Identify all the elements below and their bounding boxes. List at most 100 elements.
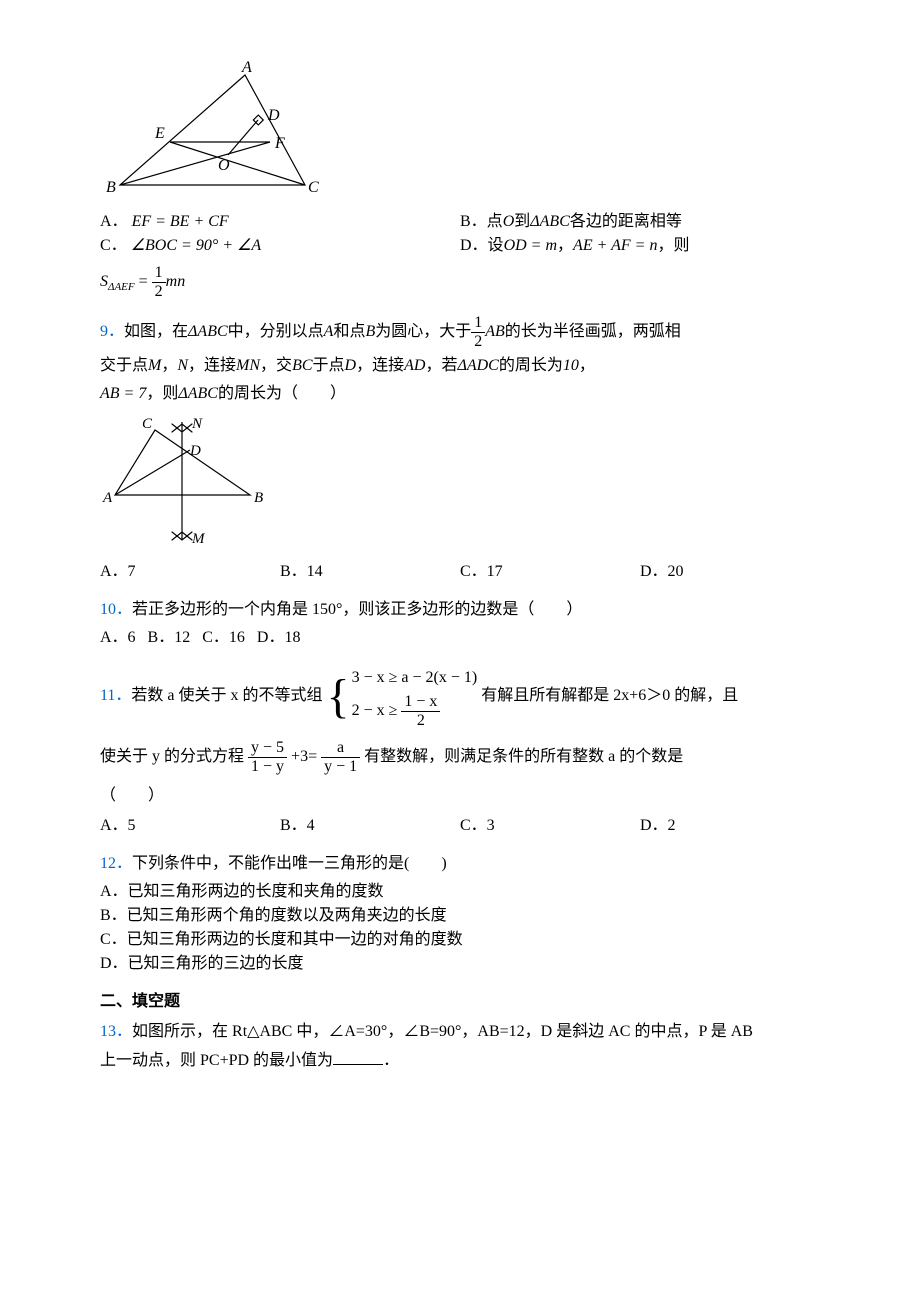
q9-ADC: ΔADC (457, 357, 498, 374)
q9-ABC: ΔABC (178, 385, 218, 402)
q9-fig-M: M (191, 531, 206, 547)
q11-bl2-frac: 1 − x2 (401, 693, 440, 729)
q8-optD-m1: OD = m (504, 237, 557, 254)
q9-s3a: ，则 (146, 385, 178, 402)
q11-stem-line2: 使关于 y 的分式方程 y − 51 − y +3= ay − 1 有整数解，则… (100, 739, 820, 775)
q9-fig-N: N (191, 416, 203, 432)
q13-blank (333, 1048, 383, 1065)
q9-s2b: ，连接 (188, 357, 236, 374)
q11-sb: 有解且所有解都是 2x+6＞0 的解，且 (481, 688, 738, 705)
q9-s2d: 于点 (313, 357, 345, 374)
q9-AD: AD (404, 357, 425, 374)
q13-s1a: 如图所示，在 Rt△ABC 中，∠A=30°，∠B=90°，AB=12，D 是斜… (132, 1023, 753, 1040)
q9-optB: B．14 (280, 560, 460, 584)
q8-optB-mid: 到 (514, 213, 530, 230)
q9-N: N (177, 357, 188, 374)
q10-block: 10．若正多边形的一个内角是 150°，则该正多边形的边数是（ ） A．6 B．… (100, 598, 820, 650)
q11-f1: y − 51 − y (248, 739, 287, 775)
q8-optC: C． ∠BOC = 90° + ∠A (100, 234, 460, 258)
q8-optA-math: EF = BE + CF (132, 213, 229, 230)
q9-optC: C．17 (460, 560, 640, 584)
q9-frac: 12 (471, 314, 485, 350)
q11-optD: D．2 (640, 814, 820, 838)
q12-num: 12． (100, 855, 132, 872)
q12-stem-text: 下列条件中，不能作出唯一三角形的是( ) (132, 855, 447, 872)
q9-D: D (345, 357, 357, 374)
q8-block: A B C D E F O A． EF = BE + CF B．点O到ΔABC各… (100, 60, 820, 300)
q8-optA: A． EF = BE + CF (100, 210, 460, 234)
q8-optB: B．点O到ΔABC各边的距离相等 (460, 210, 820, 234)
q12-optC: C．已知三角形两边的长度和其中一边的对角的度数 (100, 928, 820, 952)
q11-optC: C．3 (460, 814, 640, 838)
q9-s3b: 的周长为（ ） (218, 385, 346, 402)
q9-figure: A B C D N M (100, 410, 270, 550)
q9-s1b: 中，分别以点 (228, 323, 324, 340)
q9-M: M (148, 357, 161, 374)
q12-optB: B．已知三角形两个角的度数以及两角夹边的长度 (100, 904, 820, 928)
q11-s2a: 使关于 y 的分式方程 (100, 748, 244, 765)
q8-figure: A B C D E F O (100, 60, 330, 200)
q9-B: B (365, 323, 375, 340)
q13-s1c: ． (383, 1052, 399, 1069)
q11-bl2l: 2 − x ≥ (352, 702, 402, 719)
q9-options: A．7 B．14 C．17 D．20 (100, 560, 820, 584)
q9-AB: AB (485, 323, 505, 340)
q10-opts: A．6 B．12 C．16 D．18 (100, 626, 820, 650)
q9-frac-den: 2 (471, 333, 485, 351)
q12-stem: 12．下列条件中，不能作出唯一三角形的是( ) (100, 852, 820, 876)
q11-bl2-den: 2 (401, 712, 440, 730)
q8-optB-pre: B．点 (460, 213, 503, 230)
q12-optD: D．已知三角形的三边的长度 (100, 952, 820, 976)
q9-ABeq: AB = 7 (100, 385, 146, 402)
q9-stem-line1: 9．如图，在ΔABC中，分别以点A和点B为圆心，大于12AB的长为半径画弧，两弧… (100, 314, 820, 350)
q13-s1b: 上一动点，则 PC+PD 的最小值为 (100, 1052, 333, 1069)
q8-label-C: C (308, 179, 319, 196)
q9-s1a: 如图，在 (124, 323, 188, 340)
q8-optD-post: ，则 (657, 237, 689, 254)
q9-s2c: ，交 (260, 357, 292, 374)
q9-A: A (324, 323, 334, 340)
q11-plus3: +3= (287, 748, 321, 765)
q11-s2b: 有整数解，则满足条件的所有整数 a 的个数是 (364, 748, 683, 765)
q13-stem-line2: 上一动点，则 PC+PD 的最小值为 ． (100, 1048, 820, 1073)
q9-stem-line2: 交于点M，N，连接MN，交BC于点D，连接AD，若ΔADC的周长为10， (100, 354, 820, 378)
section2-title: 二、填空题 (100, 990, 820, 1014)
q11-block: 11．若数 a 使关于 x 的不等式组 { 3 − x ≥ a − 2(x − … (100, 664, 820, 837)
q11-f2: ay − 1 (321, 739, 360, 775)
q11-paren: （ ） (100, 784, 820, 808)
q11-bl1: 3 − x ≥ a − 2(x − 1) (352, 669, 478, 686)
q11-optA: A．5 (100, 814, 280, 838)
q8-optD-S: S (100, 273, 108, 290)
q8-optD-eq: = (135, 273, 152, 290)
q9-fig-A: A (102, 490, 113, 506)
q9-num: 9． (100, 323, 124, 340)
q8-optD: D．设OD = m，AE + AF = n，则 (460, 234, 820, 258)
q8-optD-m2: AE + AF = n (573, 237, 657, 254)
q13-stem-line1: 13．如图所示，在 Rt△ABC 中，∠A=30°，∠B=90°，AB=12，D… (100, 1020, 820, 1044)
q9-c1: ， (161, 357, 177, 374)
q9-s2g: 的周长为 (499, 357, 563, 374)
q8-label-B: B (106, 179, 116, 196)
q8-options-row1: A． EF = BE + CF B．点O到ΔABC各边的距离相等 (100, 210, 820, 234)
q8-options-row2: C． ∠BOC = 90° + ∠A D．设OD = m，AE + AF = n… (100, 234, 820, 258)
q8-label-F: F (274, 135, 285, 152)
q8-optD-mn: mn (166, 273, 186, 290)
q11-bl2-num: 1 − x (401, 693, 440, 712)
q11-f2-den: y − 1 (321, 758, 360, 776)
q9-BC: BC (292, 357, 312, 374)
q9-MN: MN (236, 357, 260, 374)
q8-optD-Sidx: ΔAEF (108, 281, 135, 293)
q9-s2a: 交于点 (100, 357, 148, 374)
q11-brace-content: 3 − x ≥ a − 2(x − 1) 2 − x ≥ 1 − x2 (352, 664, 478, 729)
q8-optD-pre: D．设 (460, 237, 504, 254)
q13-num: 13． (100, 1023, 132, 1040)
q8-label-E: E (154, 125, 165, 142)
q8-optB-post: 各边的距离相等 (570, 213, 682, 230)
q8-optA-pre: A． (100, 213, 128, 230)
q11-f1-den: 1 − y (248, 758, 287, 776)
q10-stem: 10．若正多边形的一个内角是 150°，则该正多边形的边数是（ ） (100, 598, 820, 622)
q8-label-O: O (218, 157, 230, 174)
q9-fig-D: D (189, 443, 201, 459)
q8-optB-tri: ΔABC (530, 213, 570, 230)
q8-optC-pre: C． (100, 237, 127, 254)
